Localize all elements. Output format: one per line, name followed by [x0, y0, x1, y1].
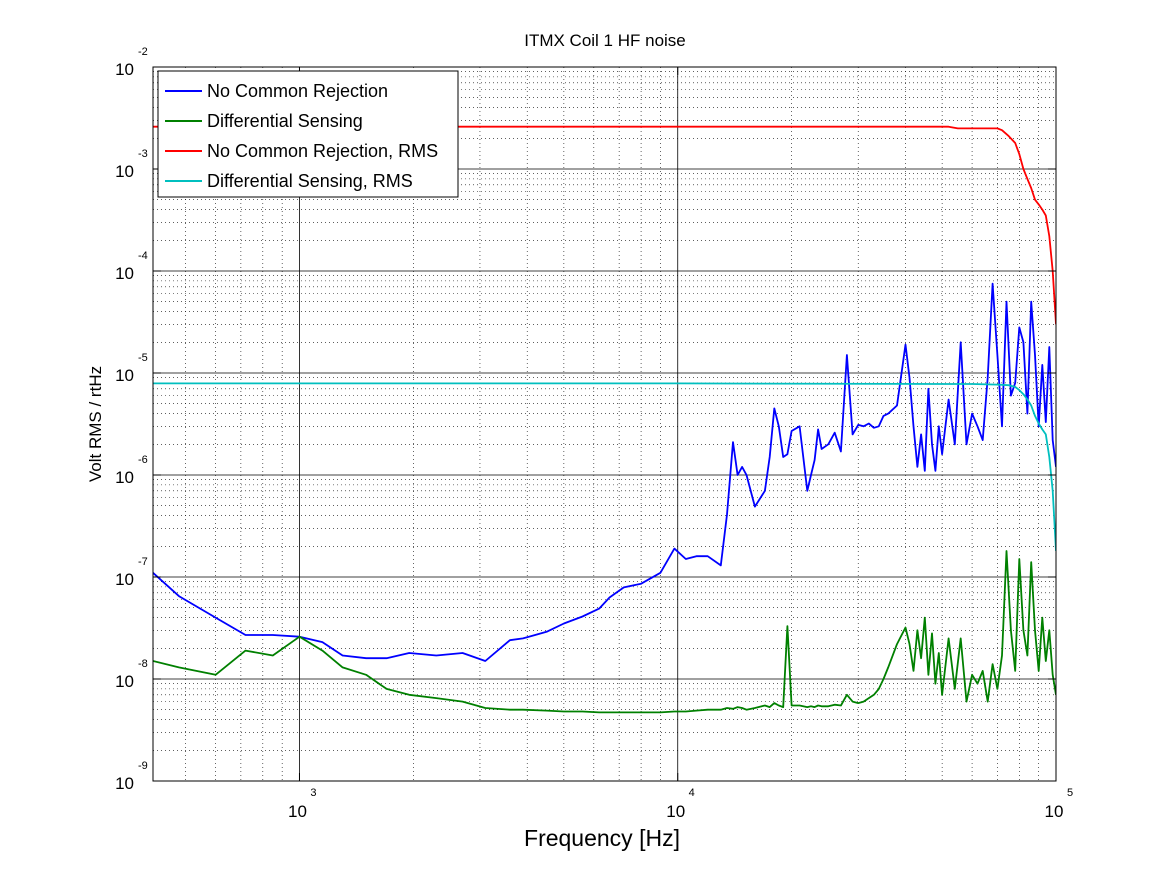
legend: No Common Rejection Differential Sensing N…: [157, 70, 459, 198]
series-line-2: [153, 550, 1056, 714]
y-tick-label: 10: [115, 264, 134, 283]
x-tick-exponent: 4: [689, 787, 695, 799]
y-tick-exponent: -5: [138, 352, 148, 364]
legend-label: Differential Sensing, RMS: [207, 171, 413, 191]
legend-box: [157, 70, 459, 198]
y-tick-exponent: -7: [138, 556, 148, 568]
x-tick-exponent: 3: [310, 787, 316, 799]
legend-label: No Common Rejection, RMS: [207, 141, 438, 161]
y-axis-label: Volt RMS / rtHz: [86, 366, 105, 482]
y-tick-exponent: -6: [138, 454, 148, 466]
y-tick-exponent: -8: [138, 658, 148, 670]
plot-frame: [152, 66, 1057, 782]
y-tick-label: 10: [115, 672, 134, 691]
y-tick-exponent: -3: [138, 148, 148, 160]
x-axis-label: Frequency [Hz]: [524, 825, 680, 851]
y-tick-label: 10: [115, 468, 134, 487]
ticks-layer: [153, 66, 1057, 782]
y-tick-label: 10: [115, 162, 134, 181]
y-tick-exponent: -4: [138, 250, 148, 262]
series-layer: [153, 125, 1056, 714]
x-tick-label: 10: [1045, 802, 1064, 821]
minor-grid: [153, 67, 1056, 781]
y-tick-labels: 10 -9 10 -8 10 -7 10 -6 10 -5 10 -4 10 -3 10 -2: [115, 46, 148, 793]
y-tick-label: 10: [115, 774, 134, 793]
series-line-3: [153, 125, 1056, 325]
x-tick-label: 10: [288, 802, 307, 821]
series-line-1: [153, 282, 1056, 662]
y-tick-label: 10: [115, 570, 134, 589]
x-tick-exponent: 5: [1067, 787, 1073, 799]
legend-items: No Common Rejection Differential Sensing N…: [165, 81, 438, 191]
y-tick-label: 10: [115, 60, 134, 79]
legend-label: No Common Rejection: [207, 81, 388, 101]
series-line-4: [153, 382, 1056, 552]
y-tick-label: 10: [115, 366, 134, 385]
y-tick-exponent: -9: [138, 760, 148, 772]
x-tick-label: 10: [666, 802, 685, 821]
y-tick-exponent: -2: [138, 46, 148, 58]
chart-title: ITMX Coil 1 HF noise: [524, 31, 686, 50]
legend-label: Differential Sensing: [207, 111, 363, 131]
